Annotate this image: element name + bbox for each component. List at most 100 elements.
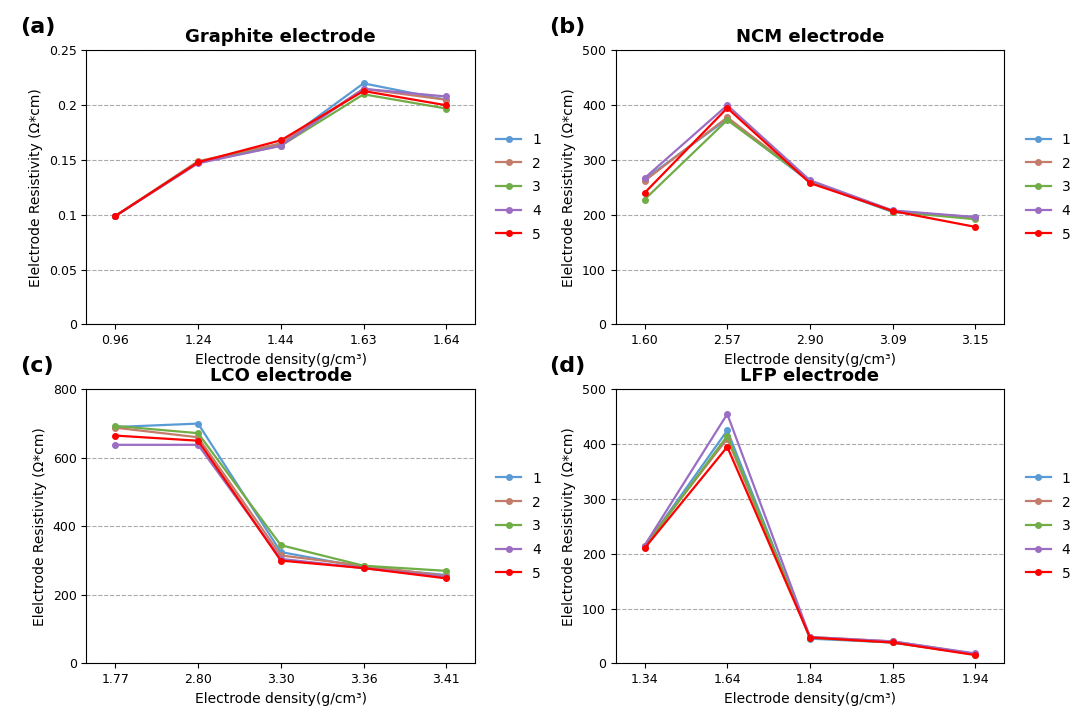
Line: 5: 5: [642, 444, 978, 658]
2: [720, 113, 733, 122]
Text: (d): (d): [550, 355, 585, 376]
Line: 4: 4: [642, 411, 978, 656]
Line: 1: 1: [642, 428, 978, 657]
Line: 4: 4: [112, 442, 449, 580]
1: [720, 115, 733, 123]
4: [804, 633, 816, 642]
3: [804, 633, 816, 642]
3: [357, 90, 370, 99]
3: [191, 429, 204, 438]
1: [969, 650, 982, 658]
Legend: 1, 2, 3, 4, 5: 1, 2, 3, 4, 5: [1020, 128, 1076, 247]
X-axis label: Electrode density(g/cm³): Electrode density(g/cm³): [724, 353, 896, 367]
4: [440, 92, 453, 101]
Legend: 1, 2, 3, 4, 5: 1, 2, 3, 4, 5: [490, 128, 546, 247]
2: [969, 213, 982, 222]
Text: (c): (c): [21, 355, 54, 376]
1: [440, 570, 453, 579]
4: [191, 441, 204, 449]
Text: (b): (b): [550, 17, 585, 37]
2: [440, 95, 453, 104]
3: [887, 207, 900, 216]
4: [969, 649, 982, 658]
Line: 5: 5: [642, 105, 978, 230]
1: [357, 563, 370, 572]
2: [887, 207, 900, 216]
2: [638, 177, 651, 185]
4: [357, 564, 370, 572]
Y-axis label: Elelctrode Resistivity (Ω*cm): Elelctrode Resistivity (Ω*cm): [563, 88, 577, 287]
5: [109, 431, 122, 440]
3: [109, 422, 122, 430]
5: [638, 189, 651, 198]
5: [969, 651, 982, 660]
1: [720, 426, 733, 435]
1: [357, 79, 370, 88]
Line: 2: 2: [642, 115, 978, 221]
5: [357, 87, 370, 95]
2: [638, 541, 651, 550]
1: [109, 423, 122, 431]
3: [720, 432, 733, 441]
4: [887, 637, 900, 646]
2: [274, 551, 287, 559]
Title: LCO electrode: LCO electrode: [210, 367, 352, 385]
3: [440, 105, 453, 113]
2: [720, 434, 733, 443]
1: [887, 638, 900, 647]
2: [191, 157, 204, 166]
1: [969, 213, 982, 221]
Line: 3: 3: [112, 92, 449, 218]
4: [638, 541, 651, 550]
1: [274, 139, 287, 148]
4: [720, 410, 733, 418]
Line: 3: 3: [642, 118, 978, 222]
3: [720, 116, 733, 125]
5: [109, 212, 122, 221]
5: [720, 104, 733, 112]
X-axis label: Electrode density(g/cm³): Electrode density(g/cm³): [724, 691, 896, 706]
5: [191, 436, 204, 445]
Legend: 1, 2, 3, 4, 5: 1, 2, 3, 4, 5: [1020, 466, 1076, 586]
5: [274, 557, 287, 565]
5: [969, 223, 982, 231]
Line: 5: 5: [112, 433, 449, 581]
2: [357, 562, 370, 570]
1: [638, 542, 651, 551]
3: [357, 562, 370, 570]
1: [638, 175, 651, 184]
1: [887, 208, 900, 216]
5: [804, 179, 816, 187]
Line: 2: 2: [112, 425, 449, 579]
2: [274, 139, 287, 148]
5: [357, 564, 370, 572]
Title: LFP electrode: LFP electrode: [741, 367, 879, 385]
2: [887, 637, 900, 646]
Line: 3: 3: [112, 423, 449, 574]
5: [638, 544, 651, 552]
3: [109, 212, 122, 221]
3: [969, 215, 982, 224]
Legend: 1, 2, 3, 4, 5: 1, 2, 3, 4, 5: [490, 466, 546, 586]
Line: 5: 5: [112, 88, 449, 218]
4: [274, 554, 287, 563]
Line: 4: 4: [642, 102, 978, 220]
4: [804, 176, 816, 185]
5: [440, 574, 453, 583]
Line: 2: 2: [642, 436, 978, 657]
5: [720, 443, 733, 451]
4: [109, 441, 122, 449]
2: [969, 650, 982, 658]
1: [804, 634, 816, 643]
2: [191, 433, 204, 441]
5: [440, 101, 453, 110]
Line: 1: 1: [112, 421, 449, 578]
3: [969, 650, 982, 659]
3: [274, 141, 287, 150]
4: [720, 101, 733, 110]
5: [274, 136, 287, 145]
Line: 2: 2: [112, 86, 449, 218]
3: [638, 543, 651, 552]
Y-axis label: Elelctrode Resistivity (Ω*cm): Elelctrode Resistivity (Ω*cm): [29, 88, 43, 287]
4: [638, 174, 651, 182]
